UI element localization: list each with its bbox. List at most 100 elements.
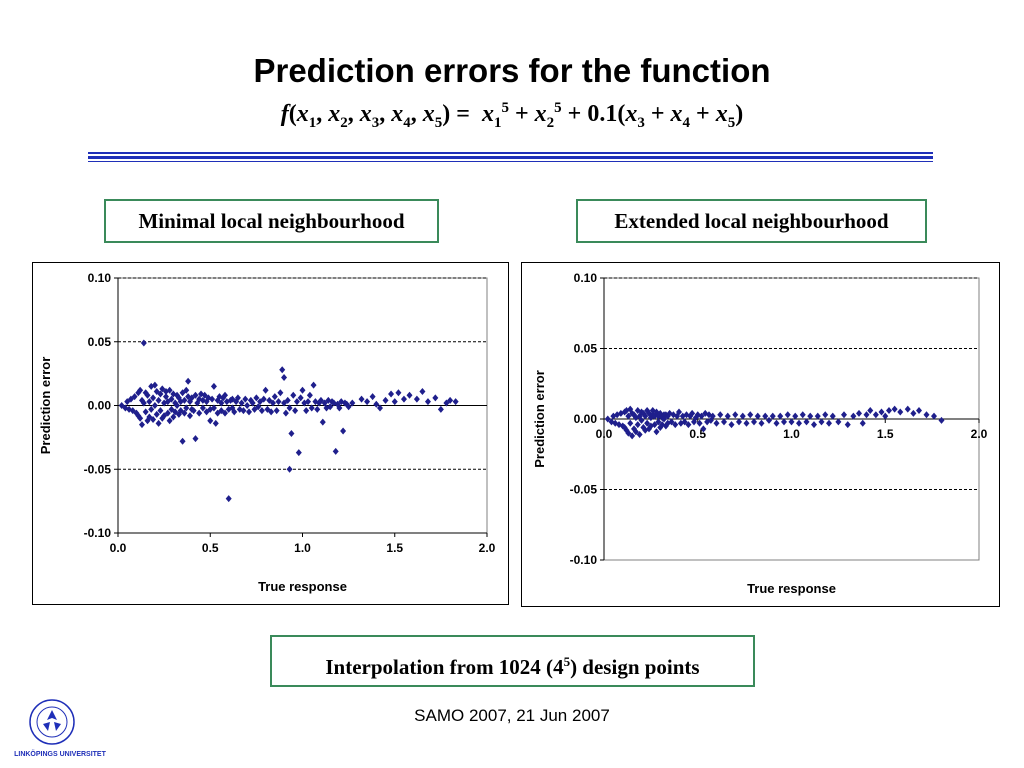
data-point: [164, 398, 171, 406]
data-point: [647, 422, 654, 430]
data-point: [886, 407, 892, 415]
data-point: [153, 410, 160, 418]
data-point: [632, 428, 639, 436]
data-point: [625, 412, 632, 420]
data-point: [732, 411, 739, 419]
data-point: [432, 394, 439, 402]
data-point: [400, 395, 407, 403]
y-axis-label: Prediction error: [38, 357, 53, 455]
data-point: [751, 418, 757, 426]
data-point: [223, 398, 230, 406]
data-point: [207, 417, 214, 425]
data-point: [186, 412, 193, 420]
data-point: [382, 396, 389, 404]
data-point: [388, 390, 395, 398]
data-point: [168, 405, 175, 413]
data-point: [282, 409, 289, 417]
data-point: [773, 419, 780, 427]
data-point: [709, 412, 716, 420]
data-point: [166, 386, 173, 394]
data-point: [713, 419, 720, 427]
data-point: [391, 398, 398, 406]
data-point: [706, 411, 712, 419]
data-point: [631, 411, 637, 419]
data-point: [146, 398, 153, 406]
data-point: [157, 390, 164, 398]
data-point: [292, 407, 299, 415]
data-point: [698, 412, 705, 420]
data-point: [253, 394, 260, 402]
y-tick-label: 0.00: [88, 399, 112, 413]
data-point: [649, 411, 656, 419]
data-point: [126, 405, 133, 413]
data-point: [638, 416, 645, 424]
data-point: [192, 435, 199, 443]
data-point: [769, 412, 776, 420]
data-point: [395, 389, 402, 397]
data-point: [653, 408, 660, 416]
data-point: [240, 407, 247, 415]
right-panel-label: Extended local neighbourhood: [576, 199, 927, 243]
data-point: [642, 412, 649, 420]
data-point: [332, 447, 339, 455]
data-point: [766, 416, 772, 424]
data-point: [818, 418, 825, 426]
data-point: [264, 405, 271, 413]
data-point: [183, 404, 190, 412]
data-point: [179, 437, 186, 445]
data-point: [340, 427, 347, 435]
data-point: [636, 431, 643, 439]
data-point: [653, 428, 660, 436]
y-tick-label: 0.05: [574, 342, 598, 356]
data-point: [811, 421, 817, 429]
data-point: [271, 393, 278, 401]
title-rule-bottom: [88, 161, 933, 162]
data-point: [677, 419, 684, 427]
data-point: [269, 399, 276, 407]
data-point: [799, 411, 806, 419]
data-point: [856, 409, 862, 417]
data-point: [218, 399, 225, 407]
data-point: [148, 405, 155, 413]
data-point: [196, 409, 203, 417]
x-axis-label: True response: [747, 581, 836, 596]
data-point: [349, 399, 356, 407]
y-tick-label: 0.10: [574, 271, 598, 285]
note-prefix: Interpolation from 1024 (: [325, 655, 554, 679]
data-point: [717, 411, 724, 419]
data-point: [452, 398, 459, 406]
data-point: [137, 386, 144, 394]
data-point: [299, 386, 306, 394]
data-point: [212, 419, 219, 427]
data-point: [327, 403, 334, 411]
right-chart-panel: 0.10 0.05 0.00 -0.05 -0.10 0.0 0.5 1.0 1.5 2.0 Tru…: [521, 262, 1000, 607]
data-point: [923, 411, 930, 419]
left-scatter-chart: 0.10 0.05 0.00 -0.05 -0.100.0 0.5 1.0 1.5 2.0 Tru…: [38, 271, 496, 594]
data-point: [209, 395, 216, 403]
x-tick-label: 1.5: [386, 541, 403, 555]
data-point: [244, 402, 251, 409]
data-point: [640, 423, 647, 431]
data-point: [623, 407, 630, 415]
data-point: [728, 421, 735, 429]
data-point: [931, 412, 937, 420]
data-point: [792, 412, 799, 420]
data-point: [345, 403, 352, 411]
data-point: [210, 382, 217, 390]
data-point: [236, 405, 243, 413]
data-point: [140, 399, 147, 407]
data-point: [222, 409, 229, 417]
data-point: [157, 407, 164, 415]
data-point: [841, 411, 847, 419]
data-point: [437, 405, 444, 413]
x-tick-label: 0.0: [110, 541, 127, 555]
data-point: [762, 412, 769, 420]
data-point: [262, 386, 269, 394]
data-point: [249, 399, 256, 407]
data-point: [323, 404, 330, 412]
data-point: [277, 389, 284, 397]
data-point: [286, 465, 293, 473]
data-point: [803, 418, 810, 426]
x-tick-label: 2.0: [971, 427, 988, 441]
data-point: [222, 391, 229, 399]
